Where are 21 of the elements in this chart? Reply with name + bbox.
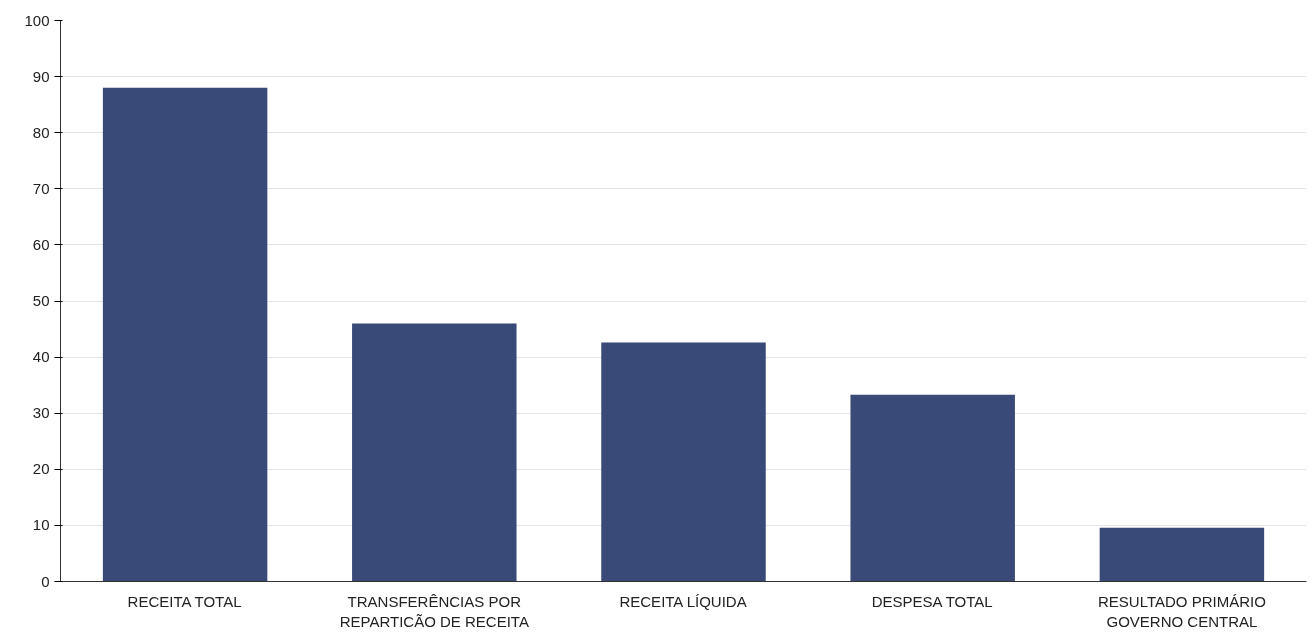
bar (601, 342, 766, 582)
x-tick-label: RECEITA LÍQUIDA (619, 592, 747, 610)
y-tick-label: 0 (41, 572, 50, 590)
y-tick-label: 20 (32, 460, 50, 478)
bar (352, 323, 517, 582)
y-tick-label: 40 (32, 348, 50, 366)
bar (102, 87, 268, 582)
y-tick-label: 90 (32, 67, 50, 85)
y-tick-label: 100 (24, 11, 50, 29)
y-tick-label: 70 (32, 179, 50, 197)
x-tick-label: RECEITA TOTAL (127, 592, 242, 610)
x-tick-label: TRANSFERÊNCIAS POR REPARTICÃO DE RECEITA (339, 592, 529, 630)
y-tick-label: 60 (32, 235, 50, 253)
y-tick-label: 80 (32, 123, 50, 141)
x-tick-label: RESULTADO PRIMÁRIO GOVERNO CENTRAL (1098, 592, 1266, 630)
y-tick-label: 10 (32, 516, 50, 534)
y-tick-label: 50 (32, 292, 50, 309)
bar (850, 394, 1015, 582)
bar (1099, 527, 1265, 582)
y-tick-label: 30 (32, 404, 50, 422)
x-tick-label: DESPESA TOTAL (871, 592, 993, 610)
